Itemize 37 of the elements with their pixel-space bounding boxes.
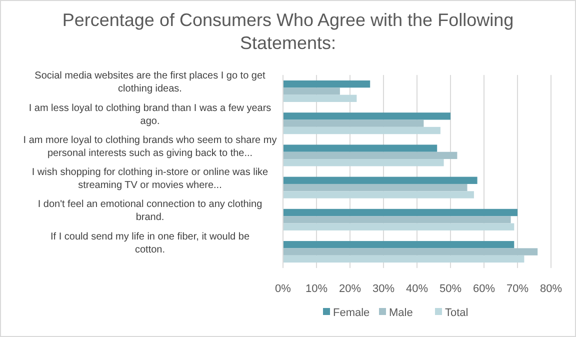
y-tick-label: I don't feel an emotional connection to any clothing brand. <box>38 199 262 224</box>
x-tick-label: 40% <box>406 283 428 295</box>
y-tick-label: I am more loyal to clothing brands who seem to share my personal interests such as giving back to the... <box>23 134 277 159</box>
legend-label: Total <box>445 307 468 319</box>
bar <box>283 208 518 216</box>
bar <box>283 241 514 248</box>
bar <box>283 80 370 88</box>
bar <box>283 191 474 198</box>
x-tick-label: 30% <box>372 283 395 295</box>
bar <box>283 94 357 102</box>
chart-title: Percentage of Consumers Who Agree with the Following Statements: <box>62 10 514 53</box>
y-tick-label: I am less loyal to clothing brand than I was a few years ago. <box>28 102 272 127</box>
y-tick-label: I wish shopping for clothing in-store or online was like streaming TV or movies where... <box>32 167 269 192</box>
bar <box>283 126 440 134</box>
y-tick-label: Social media websites are the first places I go to get clothing ideas. <box>34 70 266 95</box>
bar <box>283 159 444 166</box>
x-tick-label: 80% <box>540 283 562 295</box>
bar <box>283 248 538 256</box>
y-tick-label: If I could send my life in one fiber, it would be cotton. <box>50 231 250 256</box>
bar <box>283 216 511 224</box>
bar <box>283 112 450 120</box>
bar <box>283 255 524 263</box>
x-tick-label: 50% <box>439 283 462 295</box>
legend-label: Male <box>389 307 413 319</box>
bar <box>283 176 478 184</box>
bar <box>283 144 438 152</box>
bar <box>283 152 458 160</box>
legend-label: Female <box>333 307 370 319</box>
x-tick-label: 60% <box>472 283 496 295</box>
x-tick-label: 70% <box>506 283 529 295</box>
x-tick-label: 10% <box>305 283 328 295</box>
bar <box>283 223 514 230</box>
bar <box>283 88 340 95</box>
x-tick-label: 0% <box>275 283 292 295</box>
x-tick-label: 20% <box>338 283 362 295</box>
bar <box>283 184 468 192</box>
bar <box>283 120 424 127</box>
